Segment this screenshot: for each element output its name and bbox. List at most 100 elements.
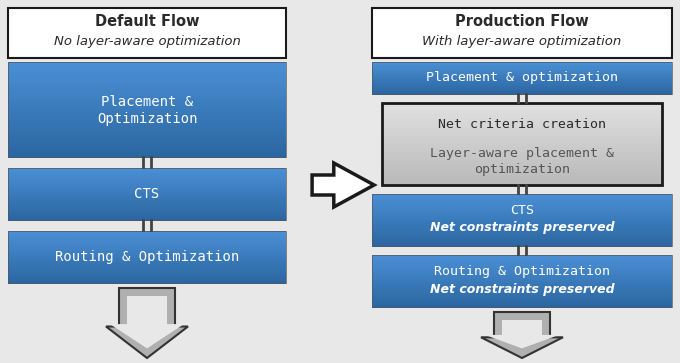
Bar (372, 209, 672, 211)
Bar (372, 208, 672, 209)
Bar (372, 277, 672, 278)
Bar (372, 197, 672, 199)
Bar (372, 286, 672, 288)
Bar (372, 85, 672, 86)
Bar (382, 111, 662, 113)
Bar (8, 237, 286, 239)
Bar (382, 129, 662, 131)
Bar (372, 227, 672, 229)
Bar (382, 165, 662, 167)
Bar (8, 153, 286, 156)
Bar (372, 304, 672, 305)
Text: No layer-aware optimization: No layer-aware optimization (54, 36, 241, 49)
Bar (372, 82, 672, 83)
Bar (8, 138, 286, 140)
Bar (372, 270, 672, 271)
Bar (8, 255, 286, 257)
Bar (8, 123, 286, 125)
Bar (382, 162, 662, 164)
Bar (382, 116, 662, 118)
Bar (8, 117, 286, 119)
Bar (8, 147, 286, 150)
Bar (8, 194, 286, 196)
Bar (8, 93, 286, 95)
Bar (8, 260, 286, 262)
Bar (8, 68, 286, 70)
Bar (382, 108, 662, 110)
Bar (372, 225, 672, 227)
Bar (372, 305, 672, 306)
Bar (372, 62, 672, 94)
Bar (8, 240, 286, 242)
Bar (8, 199, 286, 201)
Bar (382, 172, 662, 174)
Bar (8, 189, 286, 190)
Bar (8, 180, 286, 182)
Bar (372, 91, 672, 93)
Bar (372, 198, 672, 200)
Bar (372, 70, 672, 72)
Polygon shape (485, 320, 559, 348)
Bar (8, 186, 286, 187)
Bar (8, 280, 286, 281)
Bar (372, 81, 672, 82)
Bar (8, 81, 286, 83)
Bar (372, 212, 672, 213)
Bar (372, 201, 672, 203)
Bar (8, 250, 286, 251)
Bar (8, 212, 286, 213)
Bar (8, 252, 286, 253)
Bar (8, 204, 286, 206)
Bar (8, 121, 286, 123)
Bar (372, 269, 672, 270)
Bar (8, 217, 286, 219)
Bar (8, 248, 286, 249)
Bar (372, 214, 672, 215)
Bar (8, 187, 286, 188)
Bar (382, 131, 662, 133)
Bar (382, 142, 662, 144)
Bar (372, 71, 672, 72)
Bar (382, 119, 662, 122)
Bar (372, 281, 672, 282)
Bar (8, 208, 286, 209)
Bar (8, 132, 286, 135)
Bar (8, 207, 286, 208)
Bar (372, 279, 672, 281)
Bar (372, 64, 672, 65)
Bar (372, 223, 672, 225)
Bar (8, 102, 286, 104)
Bar (372, 294, 672, 296)
Bar (8, 89, 286, 91)
Bar (8, 192, 286, 193)
Bar (372, 200, 672, 202)
Bar (8, 211, 286, 212)
Bar (382, 118, 662, 120)
Bar (382, 151, 662, 153)
Bar (382, 160, 662, 163)
Bar (8, 196, 286, 197)
Bar (372, 241, 672, 242)
Bar (382, 126, 662, 128)
Bar (8, 176, 286, 178)
Bar (372, 268, 672, 269)
Bar (372, 77, 672, 78)
Bar (8, 218, 286, 220)
Bar (8, 70, 286, 72)
Bar (372, 263, 672, 265)
Bar (8, 182, 286, 183)
Bar (372, 217, 672, 219)
Bar (8, 254, 286, 256)
Bar (372, 82, 672, 83)
Bar (382, 141, 662, 143)
Bar (382, 155, 662, 158)
Bar (8, 115, 286, 118)
Bar (8, 185, 286, 186)
Bar (372, 290, 672, 292)
Bar (8, 274, 286, 275)
Bar (372, 66, 672, 68)
Bar (372, 72, 672, 73)
Bar (8, 107, 286, 110)
Bar (372, 68, 672, 69)
Bar (8, 134, 286, 136)
